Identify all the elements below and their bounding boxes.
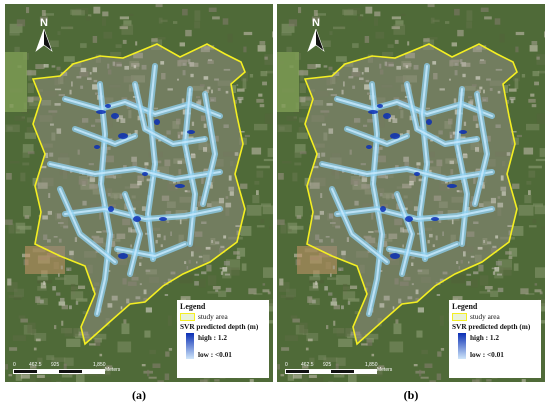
study-area-swatch: [452, 312, 467, 321]
legend-box: Legend study area SVR predicted depth (m…: [177, 300, 269, 378]
panel-caption-a: (a): [132, 388, 146, 402]
north-label: N: [312, 17, 320, 29]
depth-high-label: high : 1.2: [198, 333, 227, 342]
satellite-map-a: [5, 4, 273, 382]
map-panel-a: N Legend study area SVR predicted depth …: [5, 4, 273, 382]
satellite-map-b: [277, 4, 545, 382]
north-arrow-icon: N: [305, 18, 327, 54]
scale-tick: 462.5: [301, 362, 314, 368]
scale-bar: 0 462.5 925 1,850 Meters: [285, 362, 392, 376]
scale-tick: 925: [323, 362, 332, 368]
depth-high-label: high : 1.2: [470, 333, 499, 342]
scale-tick: 1,850: [365, 362, 378, 368]
scale-tick: 1,850: [93, 362, 106, 368]
map-panel-b: N Legend study area SVR predicted depth …: [277, 4, 545, 382]
scale-tick: 925: [51, 362, 60, 368]
study-area-swatch: [180, 312, 195, 321]
study-area-label: study area: [198, 312, 228, 321]
north-label: N: [40, 17, 48, 29]
scale-tick: 0: [13, 362, 16, 368]
depth-low-label: low : <0.01: [470, 350, 504, 359]
depth-low-label: low : <0.01: [198, 350, 232, 359]
scale-tick: 462.5: [29, 362, 42, 368]
north-arrow-icon: N: [33, 18, 55, 54]
scale-tick: 0: [285, 362, 288, 368]
scale-unit: Meters: [105, 367, 121, 373]
scale-bar: 0 462.5 925 1,850 Meters: [13, 362, 120, 376]
depth-legend-title: SVR predicted depth (m): [180, 322, 259, 331]
depth-color-ramp: [458, 333, 466, 359]
depth-color-ramp: [186, 333, 194, 359]
legend-title: Legend: [452, 302, 478, 311]
study-area-label: study area: [470, 312, 500, 321]
legend-title: Legend: [180, 302, 206, 311]
panel-caption-b: (b): [403, 388, 419, 402]
scale-unit: Meters: [377, 367, 393, 373]
legend-box: Legend study area SVR predicted depth (m…: [449, 300, 541, 378]
depth-legend-title: SVR predicted depth (m): [452, 322, 531, 331]
